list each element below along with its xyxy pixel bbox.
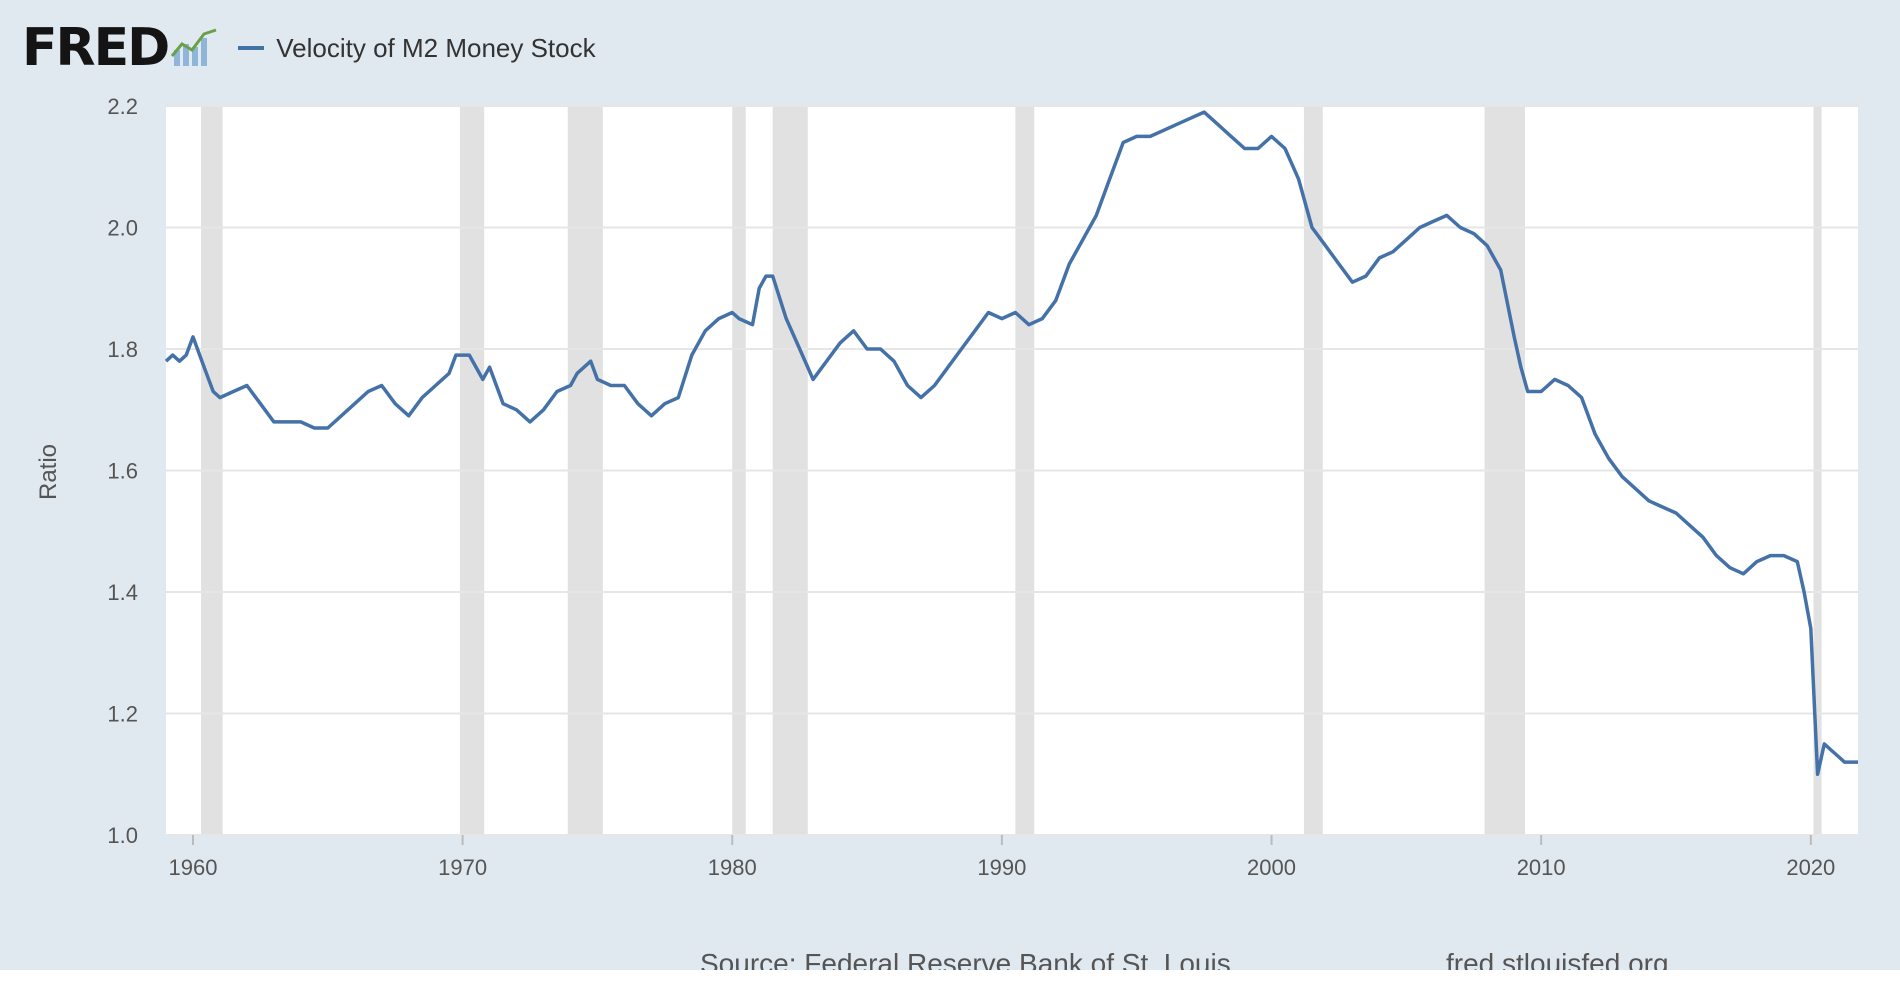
x-tick-label: 2020 [1786,855,1835,880]
y-tick-label: 1.6 [107,459,138,484]
y-axis-label: Ratio [35,444,62,500]
legend-label: Velocity of M2 Money Stock [276,32,596,63]
y-tick-label: 1.8 [107,337,138,362]
y-tick-label: 1.0 [107,823,138,848]
x-tick-label: 1960 [168,855,217,880]
chart-header: FRED Velocity of M2 Money Stock [22,18,596,78]
gridlines [166,105,1858,836]
x-tick-label: 1980 [708,855,757,880]
y-axis-ticks: 1.0 1.2 1.4 1.6 1.8 2.0 2.2 [107,94,138,848]
legend-swatch [238,46,265,50]
y-tick-label: 2.0 [107,216,138,241]
series-layer [164,110,1858,777]
y-tick-label: 1.4 [107,580,138,605]
fred-logo: FRED [22,18,170,78]
x-tick-label: 2010 [1517,855,1566,880]
y-tick-label: 1.2 [107,702,138,727]
x-tick-label: 1990 [977,855,1026,880]
x-tick-label: 1970 [438,855,487,880]
x-axis-ticks: 1960 1970 1980 1990 2000 2010 2020 [168,835,1835,880]
bottom-strip [0,970,1900,992]
series-line [164,110,1858,777]
legend: Velocity of M2 Money Stock [238,32,596,64]
x-tick-label: 2000 [1247,855,1296,880]
y-tick-label: 2.2 [107,94,138,119]
chart-line-icon [171,28,217,66]
